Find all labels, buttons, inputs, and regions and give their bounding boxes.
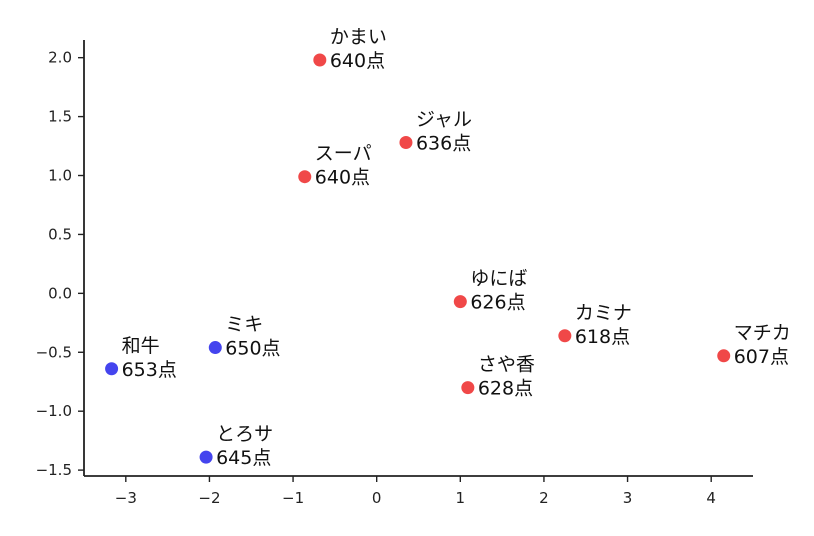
point-name-label: マチカ xyxy=(734,322,791,344)
point-score-label: 645点 xyxy=(216,447,271,469)
point-score-label: 640点 xyxy=(330,50,385,72)
data-point xyxy=(558,329,572,343)
point-score-label: 650点 xyxy=(225,338,280,360)
y-tick-label: −1.5 xyxy=(36,461,72,479)
x-tick-label: −3 xyxy=(115,489,137,507)
x-tick-label: 2 xyxy=(539,489,549,507)
y-tick-label: 1.5 xyxy=(48,108,72,126)
point-score-label: 607点 xyxy=(734,346,789,368)
data-point xyxy=(298,170,312,184)
y-tick-label: 0.0 xyxy=(48,284,72,302)
data-point xyxy=(717,349,731,363)
data-point xyxy=(105,362,119,376)
point-name-label: カミナ xyxy=(575,302,632,324)
point-name-label: とろサ xyxy=(216,423,273,445)
data-point xyxy=(461,381,475,395)
point-score-label: 636点 xyxy=(416,133,471,155)
y-tick-label: 0.5 xyxy=(48,225,72,243)
point-score-label: 618点 xyxy=(575,326,630,348)
point-name-label: スーパ xyxy=(315,143,372,165)
x-tick-label: −2 xyxy=(198,489,220,507)
x-tick-label: 4 xyxy=(706,489,716,507)
data-point xyxy=(199,450,213,464)
y-tick-label: −1.0 xyxy=(36,402,72,420)
data-point xyxy=(453,295,467,309)
x-tick-label: 0 xyxy=(372,489,382,507)
point-name-label: ゆにば xyxy=(470,268,527,290)
data-point xyxy=(208,341,222,355)
point-name-label: さや香 xyxy=(478,354,535,376)
point-score-label: 628点 xyxy=(478,378,533,400)
x-tick-label: −1 xyxy=(282,489,304,507)
point-score-label: 626点 xyxy=(470,292,525,314)
y-tick-label: 2.0 xyxy=(48,49,72,67)
data-points xyxy=(105,53,731,464)
point-name-label: かまい xyxy=(330,26,387,48)
y-tick-label: 1.0 xyxy=(48,167,72,185)
point-name-label: 和牛 xyxy=(122,335,160,357)
point-name-label: ジャル xyxy=(416,109,472,131)
data-point xyxy=(399,136,413,150)
x-tick-label: 3 xyxy=(623,489,633,507)
axes: −3 −2 −1 0 1 2 3 4 −1.5 −1.0 −0.5 0.0 0.5 1.0 1.5 2.0 xyxy=(36,40,753,507)
data-point xyxy=(313,53,327,67)
y-tick-label: −0.5 xyxy=(36,343,72,361)
x-tick-label: 1 xyxy=(456,489,466,507)
point-name-label: ミキ xyxy=(225,314,263,336)
point-score-label: 653点 xyxy=(122,359,177,381)
point-score-label: 640点 xyxy=(315,167,370,189)
